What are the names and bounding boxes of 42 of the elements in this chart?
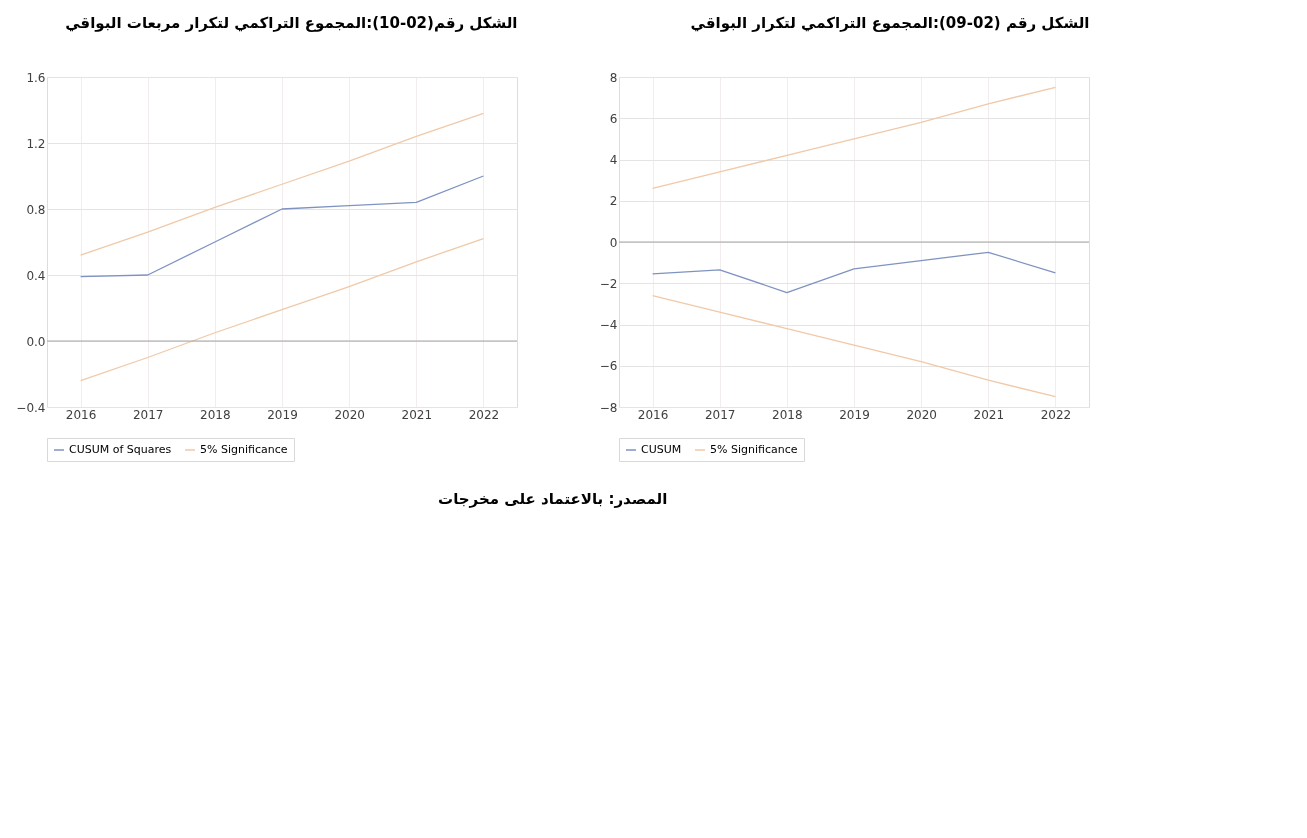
- y-tick-label: 0.0: [26, 334, 46, 349]
- chart-title: الشكل رقم (02-09):المجموع التراكمي لتكرار البواقي: [690, 14, 1090, 32]
- y-tick-label: 6: [609, 111, 618, 126]
- x-tick-label: 2018: [772, 407, 803, 422]
- x-tick-label: 2016: [65, 407, 97, 422]
- x-tick-label: 2019: [267, 407, 298, 422]
- y-tick-label: 0: [609, 235, 618, 250]
- text: المصدر: بالاعتماد على مخرجات: [438, 490, 668, 508]
- y-tick-label: 1.6: [26, 70, 46, 85]
- x-tick-label: 2016: [637, 407, 669, 422]
- x-tick-label: 2021: [973, 407, 1005, 422]
- x-tick-label: 2022: [468, 407, 500, 422]
- x-tick-label: 2019: [839, 407, 870, 422]
- line-series: [79, 238, 485, 382]
- legend-label: 5% Significance: [710, 443, 798, 456]
- x-tick-label: 2020: [334, 407, 365, 422]
- y-tick-label: −8: [599, 400, 618, 415]
- line-series: [651, 294, 1057, 398]
- y-tick-label: 4: [609, 153, 618, 167]
- y-tick-label: 2: [609, 194, 618, 209]
- y-tick-label: 1.2: [26, 136, 46, 151]
- line-series: [651, 251, 1057, 294]
- y-tick-label: −2: [599, 276, 618, 291]
- legend-label: CUSUM of Squares: [69, 443, 172, 456]
- legend-label: 5% Significance: [200, 443, 288, 456]
- y-tick-label: 0.4: [26, 268, 46, 283]
- line-series: [79, 175, 485, 278]
- x-tick-label: 2021: [401, 407, 433, 422]
- x-tick-label: 2017: [132, 407, 164, 422]
- line-series: [651, 86, 1057, 190]
- y-tick-label: −0.4: [16, 400, 46, 415]
- x-tick-label: 2018: [200, 407, 231, 422]
- legend-label: CUSUM: [641, 443, 682, 456]
- y-tick-label: 8: [609, 70, 618, 85]
- y-tick-label: −4: [599, 318, 618, 332]
- x-tick-label: 2022: [1040, 407, 1072, 422]
- x-tick-label: 2020: [906, 407, 937, 422]
- x-tick-label: 2017: [704, 407, 736, 422]
- chart-title: الشكل رقم(02-10):المجموع التراكمي لتكرار مربعات البواقي: [65, 14, 518, 32]
- line-series: [79, 112, 485, 256]
- y-tick-label: 0.8: [26, 202, 46, 217]
- y-tick-label: −6: [599, 359, 618, 374]
